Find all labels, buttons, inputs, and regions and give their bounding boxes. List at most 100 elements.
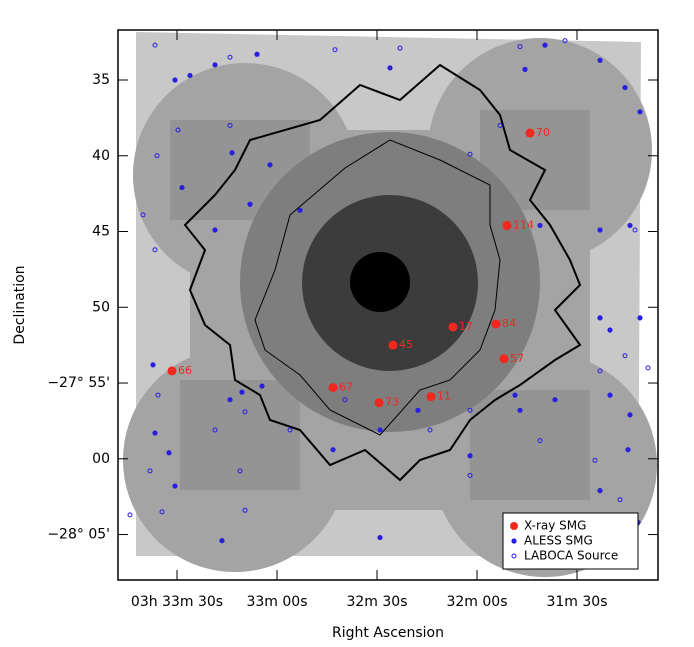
legend-label: ALESS SMG <box>524 534 593 548</box>
point <box>597 57 603 63</box>
x-tick-label: 03h 33m 30s <box>131 594 223 610</box>
point <box>467 151 473 157</box>
point <box>166 450 172 456</box>
point <box>497 122 503 128</box>
y-axis-label: Declination <box>12 265 28 344</box>
point <box>607 392 613 398</box>
point <box>152 430 158 436</box>
point <box>502 220 512 230</box>
point <box>517 407 523 413</box>
point <box>342 397 348 403</box>
point <box>562 38 568 44</box>
point <box>625 447 631 453</box>
point-label: 17 <box>459 320 473 333</box>
point <box>147 468 153 474</box>
point <box>155 392 161 398</box>
coverage-map <box>123 32 657 577</box>
point <box>427 427 433 433</box>
point <box>152 42 158 48</box>
point <box>187 72 193 79</box>
x-tick-label: 33m 00s <box>246 594 307 610</box>
point <box>267 162 273 168</box>
point <box>622 84 628 91</box>
point <box>637 109 643 115</box>
point <box>597 227 603 233</box>
point <box>150 362 156 368</box>
point <box>467 407 473 413</box>
point <box>254 51 260 57</box>
point <box>467 472 473 478</box>
point <box>387 65 393 71</box>
point <box>597 488 603 494</box>
legend-box <box>502 512 639 570</box>
point-label: 57 <box>510 352 524 365</box>
y-tick-label: −28° 05' <box>47 527 110 543</box>
point <box>259 383 265 389</box>
point <box>537 222 543 229</box>
y-tick-label: −27° 55' <box>47 375 110 391</box>
point <box>597 315 603 321</box>
x-tick-label: 31m 30s <box>546 594 607 610</box>
point <box>297 207 303 213</box>
legend-label: X-ray SMG <box>524 519 586 533</box>
point <box>537 438 543 444</box>
legend-marker <box>511 553 517 559</box>
x-tick-label: 32m 00s <box>446 594 507 610</box>
legend-marker <box>511 538 517 544</box>
point <box>377 534 383 541</box>
point <box>397 45 403 51</box>
point <box>127 512 133 518</box>
point <box>388 340 398 350</box>
point <box>227 397 233 403</box>
point <box>212 227 218 233</box>
point-label: 70 <box>536 126 550 139</box>
point <box>179 184 185 191</box>
point <box>632 227 638 233</box>
point <box>175 127 181 133</box>
y-tick-label: 50 <box>92 299 110 315</box>
point <box>212 62 218 68</box>
point <box>242 409 248 415</box>
point <box>645 365 651 371</box>
y-tick-label: 40 <box>92 148 110 164</box>
x-axis-label: Right Ascension <box>332 625 444 641</box>
point <box>525 128 535 138</box>
point <box>227 122 233 128</box>
point-label: 114 <box>513 218 534 231</box>
y-tick-label: 45 <box>92 224 110 240</box>
point <box>330 447 336 453</box>
point <box>332 47 338 53</box>
point-label: 45 <box>399 338 413 351</box>
point <box>140 212 146 218</box>
point <box>415 407 421 413</box>
point <box>517 44 523 50</box>
point <box>448 322 458 332</box>
point <box>239 389 245 395</box>
point <box>172 483 178 489</box>
marks: 70 114 84 17 45 57 66 67 73 11 <box>127 38 651 544</box>
point <box>374 398 384 408</box>
point <box>592 457 598 463</box>
point <box>607 327 613 333</box>
point-label: 67 <box>339 381 353 394</box>
point <box>154 153 160 159</box>
x-tick-label: 32m 30s <box>346 594 407 610</box>
point <box>247 201 253 207</box>
point <box>522 66 528 72</box>
point-label: 66 <box>178 364 192 377</box>
plot-frame <box>117 29 659 581</box>
point <box>167 366 177 376</box>
point <box>229 150 235 156</box>
point <box>627 222 633 229</box>
point <box>287 427 293 433</box>
point <box>499 354 509 364</box>
point-label: 11 <box>437 390 451 403</box>
point <box>242 507 248 513</box>
legend-marker <box>510 522 518 530</box>
point <box>237 468 243 474</box>
point-label: 84 <box>502 317 516 330</box>
point <box>491 319 501 329</box>
point <box>467 453 473 459</box>
